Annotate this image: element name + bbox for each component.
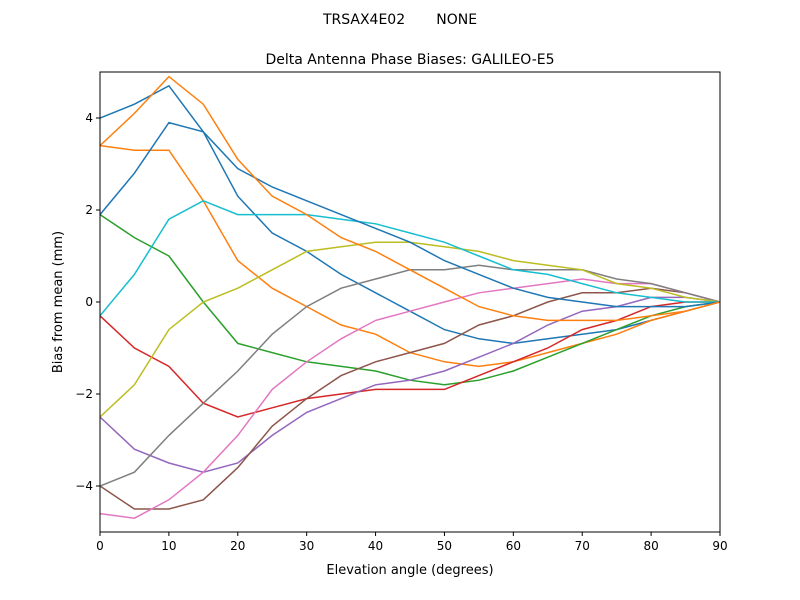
series-lines [100, 75, 720, 519]
x-tick-label: 10 [161, 539, 176, 553]
x-tick-label: 90 [712, 539, 727, 553]
series-line-10 [100, 121, 720, 308]
y-tick-label: 0 [85, 295, 93, 309]
y-tick-label: 2 [85, 203, 93, 217]
y-tick-label: −4 [75, 479, 93, 493]
series-line-9 [100, 199, 720, 317]
chart-title: Delta Antenna Phase Biases: GALILEO-E5 [265, 52, 554, 68]
series-line-7 [100, 264, 720, 487]
series-line-5 [100, 287, 720, 510]
x-axis: 0 10 20 30 40 50 60 70 80 90 [96, 532, 728, 553]
series-line-0 [100, 84, 720, 345]
x-tick-label: 80 [643, 539, 658, 553]
y-tick-label: −2 [75, 387, 93, 401]
x-tick-label: 20 [230, 539, 245, 553]
series-line-4 [100, 296, 720, 473]
plot-frame [99, 71, 721, 533]
series-line-6 [100, 278, 720, 519]
x-axis-label: Elevation angle (degrees) [326, 563, 493, 578]
y-axis: −4 −2 0 2 4 [75, 111, 100, 493]
x-tick-label: 40 [368, 539, 383, 553]
chart-suptitle: TRSAX4E02 NONE [322, 12, 477, 28]
series-line-11 [100, 75, 720, 322]
x-tick-label: 60 [506, 539, 521, 553]
series-line-2 [100, 213, 720, 386]
x-tick-label: 0 [96, 539, 104, 553]
x-tick-label: 30 [299, 539, 314, 553]
series-line-1 [100, 144, 720, 368]
x-tick-label: 50 [437, 539, 452, 553]
x-tick-label: 70 [575, 539, 590, 553]
y-axis-label: Bias from mean (mm) [51, 231, 66, 373]
y-tick-label: 4 [85, 111, 93, 125]
